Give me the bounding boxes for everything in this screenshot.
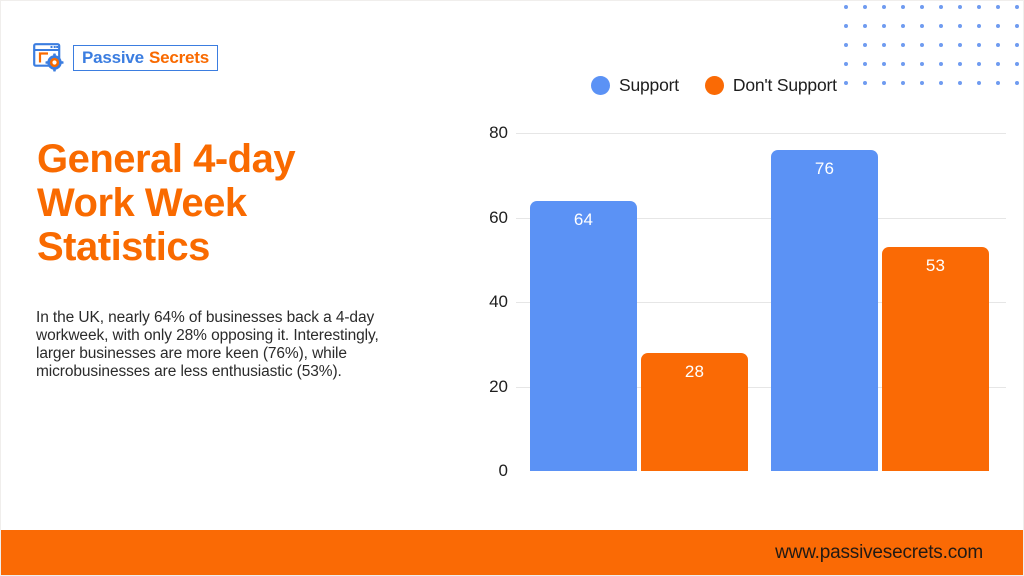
y-axis-tick-label: 20 [489, 376, 508, 396]
decorative-dot [1015, 81, 1019, 85]
gridline [516, 302, 1006, 303]
bar-value-label: 28 [684, 361, 705, 381]
decorative-dot [1015, 24, 1019, 28]
y-axis-tick-label: 40 [489, 292, 508, 311]
decorative-dot [958, 24, 962, 28]
decorative-dot [939, 43, 943, 47]
legend-item[interactable]: Support [591, 75, 679, 96]
bar-don-t-support-1[interactable]: 28 [641, 352, 748, 471]
brand-name-passive: Passive [82, 47, 144, 67]
decorative-dot [882, 5, 886, 9]
decorative-dot [996, 24, 1000, 28]
decorative-dot [844, 5, 848, 9]
chart-bars: 64 28 76 53 [466, 115, 1006, 487]
footer-bar: www.passivesecrets.com [1, 530, 1023, 575]
decorative-dot [844, 24, 848, 28]
decorative-dot [920, 43, 924, 47]
decorative-dot [863, 5, 867, 9]
y-axis-tick-label: 0 [498, 461, 508, 480]
brand-wordmark: Passive Secrets [73, 45, 218, 71]
page-description: In the UK, nearly 64% of businesses back… [36, 309, 379, 380]
footer-website-url[interactable]: www.passivesecrets.com [775, 541, 983, 563]
bar-don-t-support-2[interactable]: 53 [882, 247, 989, 471]
decorative-dot [1015, 43, 1019, 47]
y-axis-tick-label: 60 [489, 207, 508, 227]
decorative-dot [996, 5, 1000, 9]
decorative-dot [863, 43, 867, 47]
chart-legend: Support Don't Support [591, 75, 837, 96]
decorative-dot [844, 43, 848, 47]
bar-value-label: 53 [925, 256, 946, 276]
decorative-dot [901, 5, 905, 9]
gridline [516, 386, 1006, 388]
chart-plot-area: 0 20 40 60 80 64 28 76 53 [466, 115, 1006, 487]
gridline [516, 217, 1006, 219]
decorative-dot [939, 5, 943, 9]
bar-chart: Support Don't Support 0 20 40 60 80 64 28 76 53 [466, 65, 1006, 495]
legend-label: Don't Support [732, 75, 837, 95]
legend-swatch-icon [704, 76, 724, 95]
bar-value-label: 64 [573, 209, 594, 229]
decorative-dot [920, 5, 924, 9]
decorative-dot [920, 24, 924, 28]
browser-window-gear-icon [33, 43, 67, 73]
brand-name-secrets: Secrets [148, 47, 209, 67]
decorative-dot [863, 24, 867, 28]
decorative-dot [901, 24, 905, 28]
decorative-dot [1015, 62, 1019, 66]
brand-logo[interactable]: Passive Secrets [33, 41, 218, 75]
gridline [516, 133, 1006, 134]
decorative-dot [958, 43, 962, 47]
decorative-dot [977, 5, 981, 9]
decorative-dot [958, 5, 962, 9]
legend-item[interactable]: Don't Support [704, 75, 837, 96]
bar-value-label: 76 [814, 158, 835, 178]
y-axis-tick-label: 80 [489, 123, 508, 142]
bar-support-2[interactable]: 76 [771, 149, 878, 471]
bar-support-1[interactable]: 64 [530, 200, 637, 471]
legend-label: Support [619, 75, 679, 95]
decorative-dot [882, 24, 886, 28]
decorative-dot [977, 24, 981, 28]
page-title: General 4-day Work Week Statistics [37, 137, 296, 269]
decorative-dot [1015, 5, 1019, 9]
decorative-dot [882, 43, 886, 47]
decorative-dot [901, 43, 905, 47]
decorative-dot [939, 24, 943, 28]
decorative-dot [996, 43, 1000, 47]
decorative-dot [977, 43, 981, 47]
legend-swatch-icon [591, 76, 610, 95]
